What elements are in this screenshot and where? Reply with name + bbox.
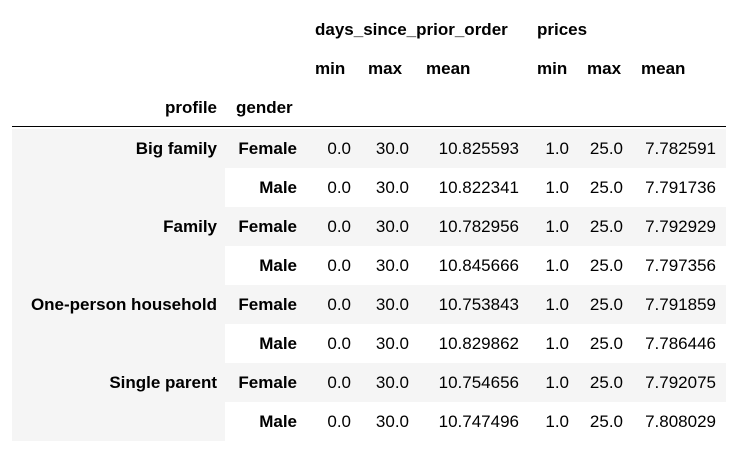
cell-dspo-min: 0.0 [327,178,351,197]
cell-dspo-max: 30.0 [375,139,409,158]
cell-dspo-min: 0.0 [327,295,351,314]
column-header-dspo-min: min [315,59,346,78]
cell-dspo-min: 0.0 [327,139,351,158]
cell-dspo-mean: 10.829862 [438,334,519,353]
row-gender-label: Male [259,334,297,353]
cell-prices-mean: 7.797356 [645,256,716,275]
header-divider [12,126,726,127]
cell-dspo-max: 30.0 [375,217,409,236]
cell-prices-min: 1.0 [545,139,569,158]
row-stripe [12,363,726,402]
index-header-profile: profile [165,98,217,117]
cell-dspo-min: 0.0 [327,373,351,392]
cell-prices-mean: 7.791736 [645,178,716,197]
cell-prices-mean: 7.791859 [645,295,716,314]
row-stripe-index [12,324,225,363]
cell-prices-max: 25.0 [589,139,623,158]
row-profile-label: Big family [135,139,217,158]
row-gender-label: Female [238,373,297,392]
cell-prices-max: 25.0 [589,373,623,392]
cell-dspo-min: 0.0 [327,256,351,275]
cell-prices-max: 25.0 [589,334,623,353]
cell-prices-max: 25.0 [589,412,623,431]
cell-prices-min: 1.0 [545,178,569,197]
column-group-prices: prices [537,20,588,39]
row-profile-label: One-person household [30,295,217,314]
cell-dspo-min: 0.0 [327,217,351,236]
row-stripe [12,129,726,168]
cell-dspo-mean: 10.747496 [438,412,519,431]
column-group-days-since-prior-order: days_since_prior_order [315,20,508,39]
cell-prices-max: 25.0 [589,295,623,314]
cell-prices-max: 25.0 [589,217,623,236]
cell-dspo-mean: 10.822341 [438,178,519,197]
row-profile-label: Single parent [109,373,217,392]
row-stripe-index [12,402,225,441]
row-gender-label: Female [238,139,297,158]
row-stripe-index [12,246,225,285]
row-gender-label: Male [259,178,297,197]
column-header-dspo-max: max [368,59,403,78]
row-stripe-index [12,168,225,207]
cell-prices-min: 1.0 [545,256,569,275]
cell-dspo-mean: 10.753843 [438,295,519,314]
cell-dspo-max: 30.0 [375,373,409,392]
cell-dspo-max: 30.0 [375,334,409,353]
row-gender-label: Male [259,412,297,431]
cell-dspo-max: 30.0 [375,412,409,431]
cell-prices-min: 1.0 [545,373,569,392]
column-header-prices-min: min [537,59,568,78]
column-header-prices-mean: mean [641,59,686,78]
column-header-dspo-mean: mean [426,59,471,78]
cell-dspo-min: 0.0 [327,334,351,353]
cell-prices-min: 1.0 [545,217,569,236]
cell-prices-max: 25.0 [589,178,623,197]
cell-dspo-max: 30.0 [375,178,409,197]
row-gender-label: Female [238,217,297,236]
cell-prices-mean: 7.786446 [645,334,716,353]
cell-dspo-mean: 10.845666 [438,256,519,275]
index-header-gender: gender [236,98,293,117]
cell-dspo-mean: 10.825593 [438,139,519,158]
row-profile-label: Family [163,217,217,236]
column-header-prices-max: max [587,59,622,78]
cell-dspo-min: 0.0 [327,412,351,431]
row-stripe [12,207,726,246]
cell-prices-mean: 7.782591 [645,139,716,158]
cell-dspo-max: 30.0 [375,256,409,275]
cell-prices-mean: 7.808029 [645,412,716,431]
row-gender-label: Male [259,256,297,275]
row-stripe [12,285,726,324]
cell-prices-min: 1.0 [545,412,569,431]
cell-dspo-mean: 10.754656 [438,373,519,392]
cell-dspo-max: 30.0 [375,295,409,314]
cell-prices-mean: 7.792075 [645,373,716,392]
cell-prices-min: 1.0 [545,295,569,314]
cell-prices-max: 25.0 [589,256,623,275]
cell-prices-min: 1.0 [545,334,569,353]
cell-dspo-mean: 10.782956 [438,217,519,236]
row-gender-label: Female [238,295,297,314]
cell-prices-mean: 7.792929 [645,217,716,236]
